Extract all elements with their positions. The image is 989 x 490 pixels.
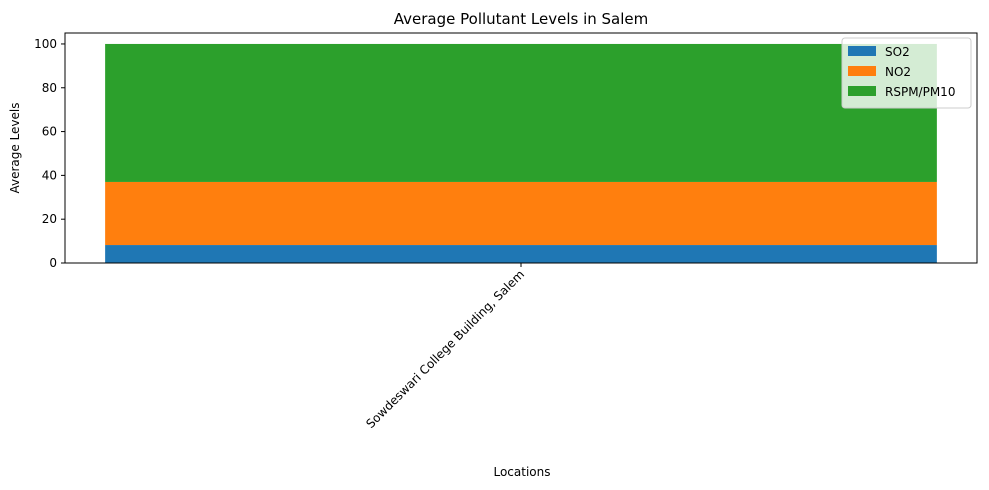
bar-group — [105, 43, 937, 263]
y-axis-label: Average Levels — [8, 102, 22, 193]
legend-swatch-so2 — [848, 46, 876, 56]
legend-swatch-rspm-pm10 — [848, 86, 876, 96]
x-axis: Sowdeswari College Building, Salem — [363, 263, 527, 431]
y-tick-label: 0 — [49, 256, 57, 270]
y-axis: 0 20 40 60 80 100 — [34, 37, 65, 270]
y-tick-label: 20 — [42, 212, 57, 226]
legend-label-rspm-pm10: RSPM/PM10 — [885, 85, 955, 99]
y-tick-label: 40 — [42, 168, 57, 182]
y-tick-label: 100 — [34, 37, 57, 51]
legend: SO2 NO2 RSPM/PM10 — [841, 37, 972, 109]
y-tick-label: 60 — [42, 125, 57, 139]
y-tick-label: 80 — [42, 81, 57, 95]
bar-no2 — [105, 181, 937, 246]
chart-title: Average Pollutant Levels in Salem — [394, 10, 648, 28]
legend-swatch-no2 — [848, 66, 876, 76]
bar-rspm-pm10 — [105, 43, 937, 182]
legend-label-so2: SO2 — [885, 45, 910, 59]
legend-label-no2: NO2 — [885, 65, 911, 79]
x-axis-label: Locations — [493, 465, 550, 479]
bar-so2 — [105, 245, 937, 263]
x-tick-label: Sowdeswari College Building, Salem — [363, 267, 527, 431]
